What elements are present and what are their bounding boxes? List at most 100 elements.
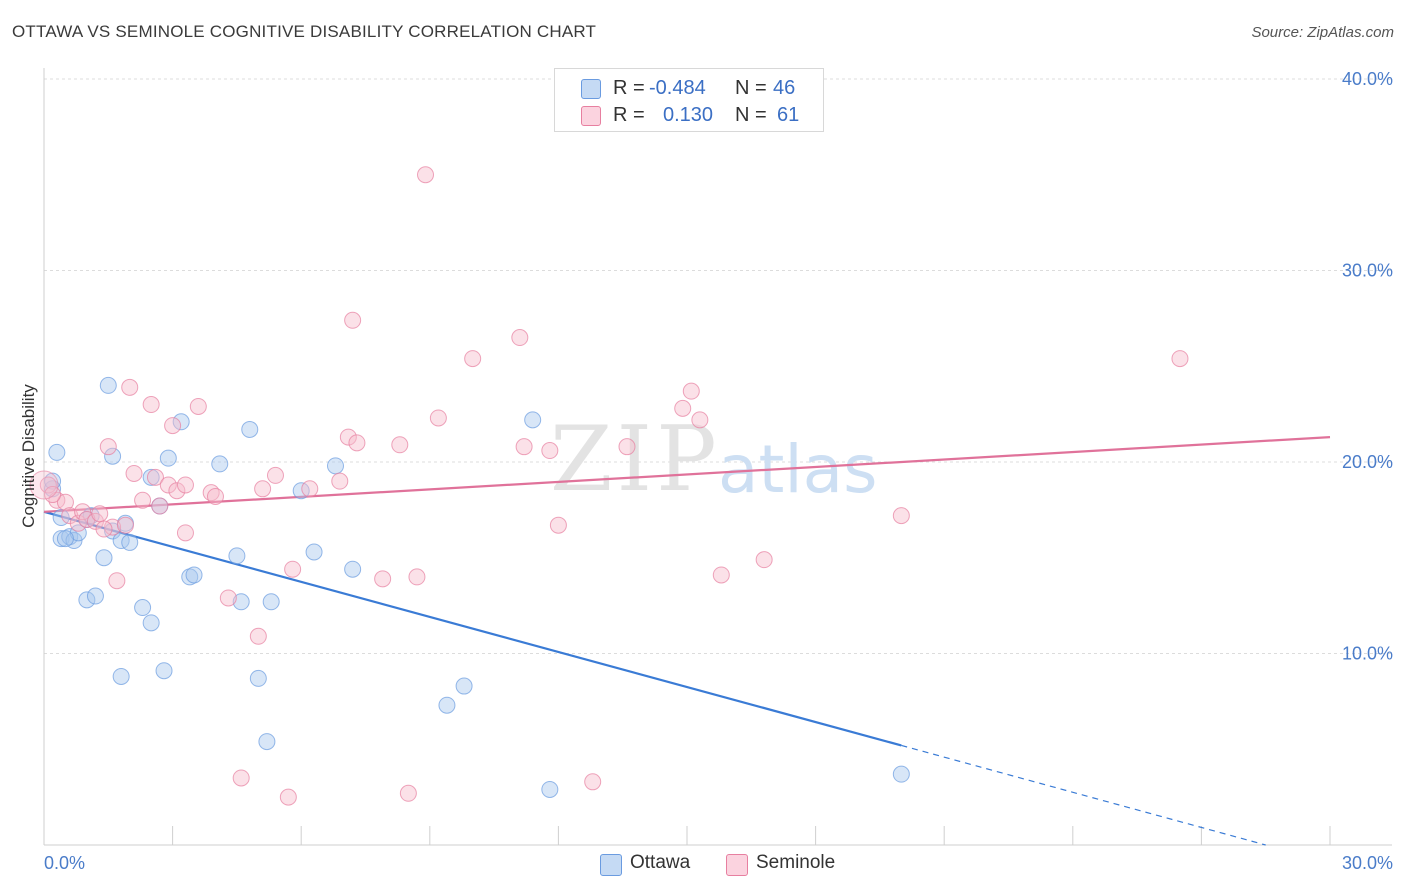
x-tick-label: 30.0%: [1342, 853, 1393, 873]
seminole-point: [301, 480, 319, 498]
legend-n-label: N =: [735, 77, 767, 99]
grid-lines: [44, 78, 1392, 654]
seminole-point: [429, 409, 447, 427]
ottawa-point: [249, 669, 267, 687]
legend-n-value: 46: [773, 77, 796, 99]
seminole-point: [511, 329, 529, 347]
seminole-point: [39, 476, 57, 494]
ottawa-point: [48, 443, 66, 461]
ottawa-point: [438, 696, 456, 714]
legend-r-value: 0.130: [663, 104, 714, 126]
legend-row-seminole: R = 0.130 N = 61: [555, 102, 823, 128]
seminole-point: [121, 378, 139, 396]
y-tick-label: 30.0%: [1342, 261, 1393, 281]
seminole-point: [674, 399, 692, 417]
seminole-point: [189, 397, 207, 415]
ottawa-point: [292, 482, 310, 500]
seminole-point: [108, 572, 126, 590]
seminole-point: [399, 784, 417, 802]
watermark: ZIP atlas: [550, 407, 878, 512]
ottawa-point: [232, 593, 250, 611]
seminole-point: [142, 396, 160, 414]
ottawa-point: [892, 765, 910, 783]
seminole-point: [266, 466, 284, 484]
seminole-point: [541, 442, 559, 460]
seminole-point: [249, 627, 267, 645]
legend-n-value: 61: [777, 104, 800, 126]
ottawa-point: [104, 447, 122, 465]
legend-r-value: -0.484: [649, 77, 706, 99]
y-tick-label: 40.0%: [1342, 69, 1393, 89]
seminole-point: [279, 788, 297, 806]
ottawa-trend-line: [43, 510, 902, 747]
x-tick-labels: 0.0% 30.0%: [44, 853, 1393, 873]
y-tick-label: 20.0%: [1342, 452, 1393, 472]
legend-n-label: N =: [735, 104, 767, 126]
seminole-point: [146, 468, 164, 486]
ottawa-point: [326, 457, 344, 475]
ottawa-point: [211, 455, 229, 473]
seminole-point: [755, 551, 773, 569]
ottawa-point: [455, 677, 473, 695]
seminole-point: [176, 524, 194, 542]
watermark-atlas: atlas: [718, 431, 878, 508]
ottawa-point: [524, 411, 542, 429]
seminole-point: [254, 480, 272, 498]
legend-swatch-seminole: [726, 854, 748, 876]
seminole-point: [464, 350, 482, 368]
seminole-point: [99, 438, 117, 456]
legend-swatch-ottawa: [600, 854, 622, 876]
ottawa-point: [181, 568, 199, 586]
seminole-point: [56, 493, 74, 511]
seminole-point: [151, 497, 169, 515]
ottawa-point: [258, 733, 276, 751]
ottawa-point: [142, 614, 160, 632]
seminole-point: [69, 514, 87, 532]
axes: [43, 68, 1392, 846]
seminole-point: [331, 472, 349, 490]
correlation-legend: R = -0.484 N = 46 R = 0.130 N = 61: [554, 68, 824, 132]
legend-label-seminole: Seminole: [756, 852, 836, 873]
ottawa-point: [99, 376, 117, 394]
seminole-point: [691, 411, 709, 429]
seminole-point: [95, 520, 113, 538]
ottawa-point: [262, 593, 280, 611]
seminole-point: [549, 516, 567, 534]
ottawa-point: [185, 566, 203, 584]
seminole-point: [408, 568, 426, 586]
seminole-trend-line: [43, 436, 1331, 513]
ottawa-point: [78, 591, 96, 609]
seminole-point: [219, 589, 237, 607]
seminole-point-large: [29, 470, 59, 500]
seminole-point: [206, 487, 224, 505]
x-tick-label: 0.0%: [44, 853, 85, 873]
legend-r-label: R =: [613, 77, 645, 99]
ottawa-point: [112, 667, 130, 685]
seminole-point: [682, 382, 700, 400]
legend-row-ottawa: R = -0.484 N = 46: [555, 75, 823, 101]
seminole-point: [712, 566, 730, 584]
ottawa-point: [344, 560, 362, 578]
ottawa-point: [56, 530, 74, 548]
source-label: Source: ZipAtlas.com: [1251, 24, 1394, 41]
seminole-point: [892, 507, 910, 525]
seminole-point: [125, 464, 143, 482]
seminole-point: [584, 773, 602, 791]
trend-lines: [43, 436, 1331, 846]
ottawa-point: [541, 780, 559, 798]
seminole-point: [232, 769, 250, 787]
legend-swatch-seminole: [581, 106, 601, 126]
ottawa-point: [121, 533, 139, 551]
watermark-zip: ZIP: [550, 407, 721, 512]
seminole-point: [417, 166, 435, 184]
seminole-point: [116, 516, 134, 534]
ottawa-point: [228, 547, 246, 565]
ottawa-point: [65, 532, 83, 550]
ottawa-point: [241, 420, 259, 438]
legend-swatch-ottawa: [581, 79, 601, 99]
y-tick-label: 10.0%: [1342, 644, 1393, 664]
data-points: [29, 166, 1189, 806]
seminole-point: [168, 482, 186, 500]
seminole-point: [91, 505, 109, 523]
seminole-point: [164, 417, 182, 435]
